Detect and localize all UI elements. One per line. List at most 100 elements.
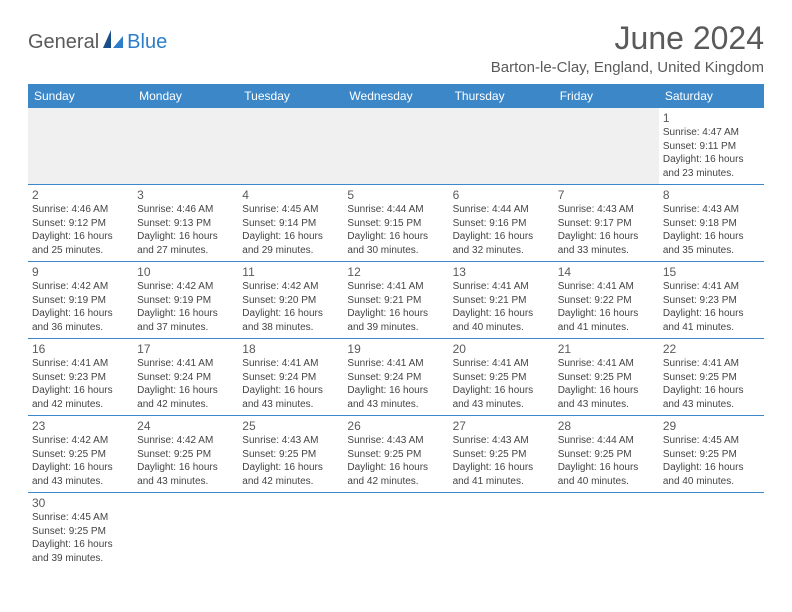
day-number: 6 xyxy=(453,188,550,202)
day-info: Sunrise: 4:41 AMSunset: 9:22 PMDaylight:… xyxy=(558,280,655,334)
calendar-day-cell xyxy=(343,108,448,185)
day-number: 28 xyxy=(558,419,655,433)
calendar-day-cell xyxy=(133,108,238,185)
day-info: Sunrise: 4:44 AMSunset: 9:25 PMDaylight:… xyxy=(558,434,655,488)
calendar-day-cell: 27Sunrise: 4:43 AMSunset: 9:25 PMDayligh… xyxy=(449,416,554,493)
calendar-week-row: 2Sunrise: 4:46 AMSunset: 9:12 PMDaylight… xyxy=(28,185,764,262)
calendar-day-cell: 24Sunrise: 4:42 AMSunset: 9:25 PMDayligh… xyxy=(133,416,238,493)
day-info: Sunrise: 4:41 AMSunset: 9:25 PMDaylight:… xyxy=(453,357,550,411)
calendar-day-cell: 18Sunrise: 4:41 AMSunset: 9:24 PMDayligh… xyxy=(238,339,343,416)
day-info: Sunrise: 4:43 AMSunset: 9:18 PMDaylight:… xyxy=(663,203,760,257)
calendar-day-cell xyxy=(238,493,343,570)
day-number: 29 xyxy=(663,419,760,433)
day-info: Sunrise: 4:43 AMSunset: 9:25 PMDaylight:… xyxy=(347,434,444,488)
calendar-day-cell xyxy=(449,493,554,570)
day-number: 20 xyxy=(453,342,550,356)
day-number: 10 xyxy=(137,265,234,279)
calendar-week-row: 23Sunrise: 4:42 AMSunset: 9:25 PMDayligh… xyxy=(28,416,764,493)
calendar-day-cell xyxy=(449,108,554,185)
calendar-day-cell xyxy=(343,493,448,570)
calendar-day-cell: 28Sunrise: 4:44 AMSunset: 9:25 PMDayligh… xyxy=(554,416,659,493)
day-number: 8 xyxy=(663,188,760,202)
calendar-day-cell: 22Sunrise: 4:41 AMSunset: 9:25 PMDayligh… xyxy=(659,339,764,416)
day-number: 16 xyxy=(32,342,129,356)
day-number: 5 xyxy=(347,188,444,202)
calendar-day-cell: 6Sunrise: 4:44 AMSunset: 9:16 PMDaylight… xyxy=(449,185,554,262)
calendar-week-row: 30Sunrise: 4:45 AMSunset: 9:25 PMDayligh… xyxy=(28,493,764,570)
calendar-day-cell: 13Sunrise: 4:41 AMSunset: 9:21 PMDayligh… xyxy=(449,262,554,339)
calendar-day-cell: 20Sunrise: 4:41 AMSunset: 9:25 PMDayligh… xyxy=(449,339,554,416)
calendar-day-cell xyxy=(238,108,343,185)
calendar-day-cell: 7Sunrise: 4:43 AMSunset: 9:17 PMDaylight… xyxy=(554,185,659,262)
day-info: Sunrise: 4:41 AMSunset: 9:25 PMDaylight:… xyxy=(558,357,655,411)
calendar-day-cell: 9Sunrise: 4:42 AMSunset: 9:19 PMDaylight… xyxy=(28,262,133,339)
day-number: 17 xyxy=(137,342,234,356)
calendar-day-cell: 12Sunrise: 4:41 AMSunset: 9:21 PMDayligh… xyxy=(343,262,448,339)
day-info: Sunrise: 4:41 AMSunset: 9:24 PMDaylight:… xyxy=(242,357,339,411)
day-number: 2 xyxy=(32,188,129,202)
calendar-day-cell: 25Sunrise: 4:43 AMSunset: 9:25 PMDayligh… xyxy=(238,416,343,493)
month-title: June 2024 xyxy=(491,20,764,57)
calendar-day-cell: 30Sunrise: 4:45 AMSunset: 9:25 PMDayligh… xyxy=(28,493,133,570)
day-number: 27 xyxy=(453,419,550,433)
day-info: Sunrise: 4:42 AMSunset: 9:25 PMDaylight:… xyxy=(32,434,129,488)
calendar-day-cell: 8Sunrise: 4:43 AMSunset: 9:18 PMDaylight… xyxy=(659,185,764,262)
calendar-day-cell: 21Sunrise: 4:41 AMSunset: 9:25 PMDayligh… xyxy=(554,339,659,416)
calendar-day-cell: 15Sunrise: 4:41 AMSunset: 9:23 PMDayligh… xyxy=(659,262,764,339)
header: General Blue June 2024 Barton-le-Clay, E… xyxy=(28,20,764,76)
day-info: Sunrise: 4:41 AMSunset: 9:21 PMDaylight:… xyxy=(453,280,550,334)
weekday-header: Saturday xyxy=(659,84,764,108)
day-info: Sunrise: 4:47 AMSunset: 9:11 PMDaylight:… xyxy=(663,126,760,180)
day-info: Sunrise: 4:43 AMSunset: 9:25 PMDaylight:… xyxy=(242,434,339,488)
weekday-header: Friday xyxy=(554,84,659,108)
day-info: Sunrise: 4:41 AMSunset: 9:21 PMDaylight:… xyxy=(347,280,444,334)
day-number: 12 xyxy=(347,265,444,279)
day-number: 11 xyxy=(242,265,339,279)
weekday-header: Wednesday xyxy=(343,84,448,108)
day-number: 7 xyxy=(558,188,655,202)
weekday-header: Thursday xyxy=(449,84,554,108)
calendar-day-cell: 2Sunrise: 4:46 AMSunset: 9:12 PMDaylight… xyxy=(28,185,133,262)
logo-sail-icon xyxy=(103,30,125,55)
calendar-day-cell: 19Sunrise: 4:41 AMSunset: 9:24 PMDayligh… xyxy=(343,339,448,416)
day-number: 30 xyxy=(32,496,129,510)
day-info: Sunrise: 4:46 AMSunset: 9:12 PMDaylight:… xyxy=(32,203,129,257)
calendar-day-cell xyxy=(28,108,133,185)
day-info: Sunrise: 4:41 AMSunset: 9:25 PMDaylight:… xyxy=(663,357,760,411)
day-number: 1 xyxy=(663,111,760,125)
day-info: Sunrise: 4:43 AMSunset: 9:17 PMDaylight:… xyxy=(558,203,655,257)
day-number: 26 xyxy=(347,419,444,433)
calendar-week-row: 9Sunrise: 4:42 AMSunset: 9:19 PMDaylight… xyxy=(28,262,764,339)
logo-text-general: General xyxy=(28,31,99,54)
day-info: Sunrise: 4:44 AMSunset: 9:16 PMDaylight:… xyxy=(453,203,550,257)
logo-text-blue: Blue xyxy=(127,31,167,54)
calendar-day-cell xyxy=(133,493,238,570)
title-block: June 2024 Barton-le-Clay, England, Unite… xyxy=(491,20,764,76)
day-number: 24 xyxy=(137,419,234,433)
calendar-day-cell: 23Sunrise: 4:42 AMSunset: 9:25 PMDayligh… xyxy=(28,416,133,493)
location-subtitle: Barton-le-Clay, England, United Kingdom xyxy=(491,59,764,76)
calendar-day-cell: 17Sunrise: 4:41 AMSunset: 9:24 PMDayligh… xyxy=(133,339,238,416)
day-number: 13 xyxy=(453,265,550,279)
calendar-day-cell: 14Sunrise: 4:41 AMSunset: 9:22 PMDayligh… xyxy=(554,262,659,339)
day-info: Sunrise: 4:41 AMSunset: 9:24 PMDaylight:… xyxy=(347,357,444,411)
day-number: 14 xyxy=(558,265,655,279)
day-info: Sunrise: 4:42 AMSunset: 9:19 PMDaylight:… xyxy=(32,280,129,334)
day-info: Sunrise: 4:41 AMSunset: 9:24 PMDaylight:… xyxy=(137,357,234,411)
calendar-day-cell xyxy=(554,493,659,570)
day-number: 22 xyxy=(663,342,760,356)
day-info: Sunrise: 4:45 AMSunset: 9:25 PMDaylight:… xyxy=(663,434,760,488)
day-number: 3 xyxy=(137,188,234,202)
day-number: 18 xyxy=(242,342,339,356)
day-info: Sunrise: 4:44 AMSunset: 9:15 PMDaylight:… xyxy=(347,203,444,257)
day-number: 19 xyxy=(347,342,444,356)
weekday-header: Monday xyxy=(133,84,238,108)
day-info: Sunrise: 4:42 AMSunset: 9:20 PMDaylight:… xyxy=(242,280,339,334)
calendar-week-row: 1Sunrise: 4:47 AMSunset: 9:11 PMDaylight… xyxy=(28,108,764,185)
calendar-body: 1Sunrise: 4:47 AMSunset: 9:11 PMDaylight… xyxy=(28,108,764,569)
calendar-day-cell: 16Sunrise: 4:41 AMSunset: 9:23 PMDayligh… xyxy=(28,339,133,416)
calendar-week-row: 16Sunrise: 4:41 AMSunset: 9:23 PMDayligh… xyxy=(28,339,764,416)
calendar-header-row: SundayMondayTuesdayWednesdayThursdayFrid… xyxy=(28,84,764,108)
day-info: Sunrise: 4:41 AMSunset: 9:23 PMDaylight:… xyxy=(32,357,129,411)
calendar-day-cell: 29Sunrise: 4:45 AMSunset: 9:25 PMDayligh… xyxy=(659,416,764,493)
